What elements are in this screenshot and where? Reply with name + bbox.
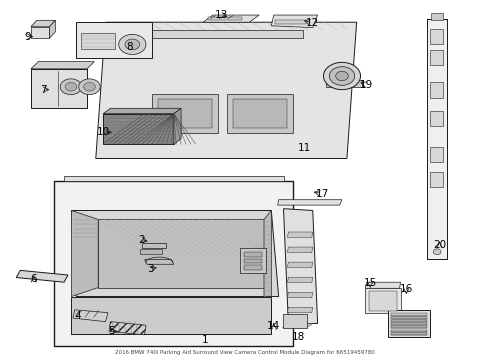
Text: 1: 1 [202, 334, 208, 345]
Polygon shape [277, 200, 341, 205]
Bar [76, 22, 152, 58]
Polygon shape [96, 22, 356, 158]
Circle shape [329, 67, 354, 85]
Text: 20: 20 [432, 240, 445, 250]
Text: 13: 13 [214, 10, 227, 20]
Bar [390, 320, 427, 322]
Text: 4: 4 [74, 311, 81, 321]
Polygon shape [287, 232, 312, 237]
Polygon shape [233, 99, 287, 128]
Polygon shape [264, 211, 271, 297]
Polygon shape [227, 94, 293, 134]
Polygon shape [271, 15, 317, 28]
Text: 16: 16 [399, 284, 412, 294]
Text: 7: 7 [40, 85, 47, 95]
Bar [429, 50, 443, 65]
Text: 9: 9 [24, 32, 31, 41]
Polygon shape [365, 282, 400, 288]
Text: 19: 19 [359, 80, 372, 90]
Polygon shape [326, 80, 361, 87]
Circle shape [65, 82, 77, 91]
Circle shape [125, 39, 140, 50]
Bar [103, 114, 173, 144]
Bar [429, 147, 443, 162]
Bar [207, 17, 242, 21]
Circle shape [335, 71, 347, 81]
Polygon shape [287, 247, 312, 252]
Text: 14: 14 [266, 321, 280, 331]
Bar [368, 291, 396, 311]
Polygon shape [427, 19, 446, 259]
Bar [429, 29, 443, 44]
Bar [31, 27, 49, 39]
Text: 12: 12 [305, 18, 319, 28]
Polygon shape [287, 277, 312, 283]
Bar [274, 20, 306, 24]
Text: 18: 18 [291, 332, 304, 342]
Circle shape [323, 62, 360, 90]
Circle shape [119, 35, 146, 54]
Bar [429, 82, 443, 98]
Polygon shape [203, 15, 259, 22]
Bar [54, 181, 293, 346]
Circle shape [432, 249, 440, 255]
Text: 17: 17 [315, 189, 328, 199]
Polygon shape [16, 270, 68, 282]
Bar [387, 310, 429, 337]
Polygon shape [73, 310, 108, 321]
Polygon shape [31, 20, 55, 27]
Polygon shape [140, 249, 161, 253]
Bar [429, 111, 443, 126]
Text: 8: 8 [126, 42, 133, 52]
Bar [390, 317, 427, 319]
Bar [390, 333, 427, 335]
Polygon shape [98, 220, 264, 288]
Bar [31, 69, 87, 108]
Bar [429, 172, 443, 187]
Text: 2016 BMW 740i Parking Aid Surround View Camera Control Module Diagram for 665194: 2016 BMW 740i Parking Aid Surround View … [114, 350, 374, 355]
Polygon shape [71, 211, 278, 297]
Text: 10: 10 [96, 127, 109, 137]
Text: 15: 15 [363, 278, 376, 288]
Bar [390, 329, 427, 332]
Polygon shape [287, 292, 312, 298]
Polygon shape [239, 248, 266, 273]
Polygon shape [158, 99, 211, 128]
Polygon shape [173, 108, 181, 144]
Bar [243, 259, 262, 263]
Bar [430, 13, 442, 21]
Polygon shape [287, 307, 312, 313]
Circle shape [83, 82, 95, 91]
Polygon shape [152, 94, 217, 134]
Bar [243, 265, 262, 270]
Text: 6: 6 [30, 274, 37, 284]
Bar [81, 33, 115, 49]
Polygon shape [64, 176, 283, 181]
Polygon shape [283, 209, 317, 323]
Bar [127, 31, 303, 39]
Polygon shape [144, 260, 173, 264]
Polygon shape [282, 323, 312, 328]
Polygon shape [49, 20, 55, 39]
Bar [365, 288, 400, 313]
Polygon shape [142, 243, 166, 248]
Polygon shape [71, 211, 98, 297]
Polygon shape [103, 108, 181, 114]
Bar [390, 314, 427, 316]
Circle shape [79, 79, 100, 95]
Bar [282, 314, 306, 328]
Text: 11: 11 [297, 143, 310, 153]
Polygon shape [109, 321, 146, 335]
Text: 2: 2 [138, 234, 144, 244]
Text: 5: 5 [108, 326, 115, 336]
Bar [243, 252, 262, 257]
Polygon shape [71, 297, 271, 334]
Bar [390, 323, 427, 325]
Polygon shape [287, 262, 312, 267]
Circle shape [60, 79, 81, 95]
Bar [390, 326, 427, 328]
Text: 3: 3 [147, 264, 154, 274]
Polygon shape [31, 62, 94, 69]
